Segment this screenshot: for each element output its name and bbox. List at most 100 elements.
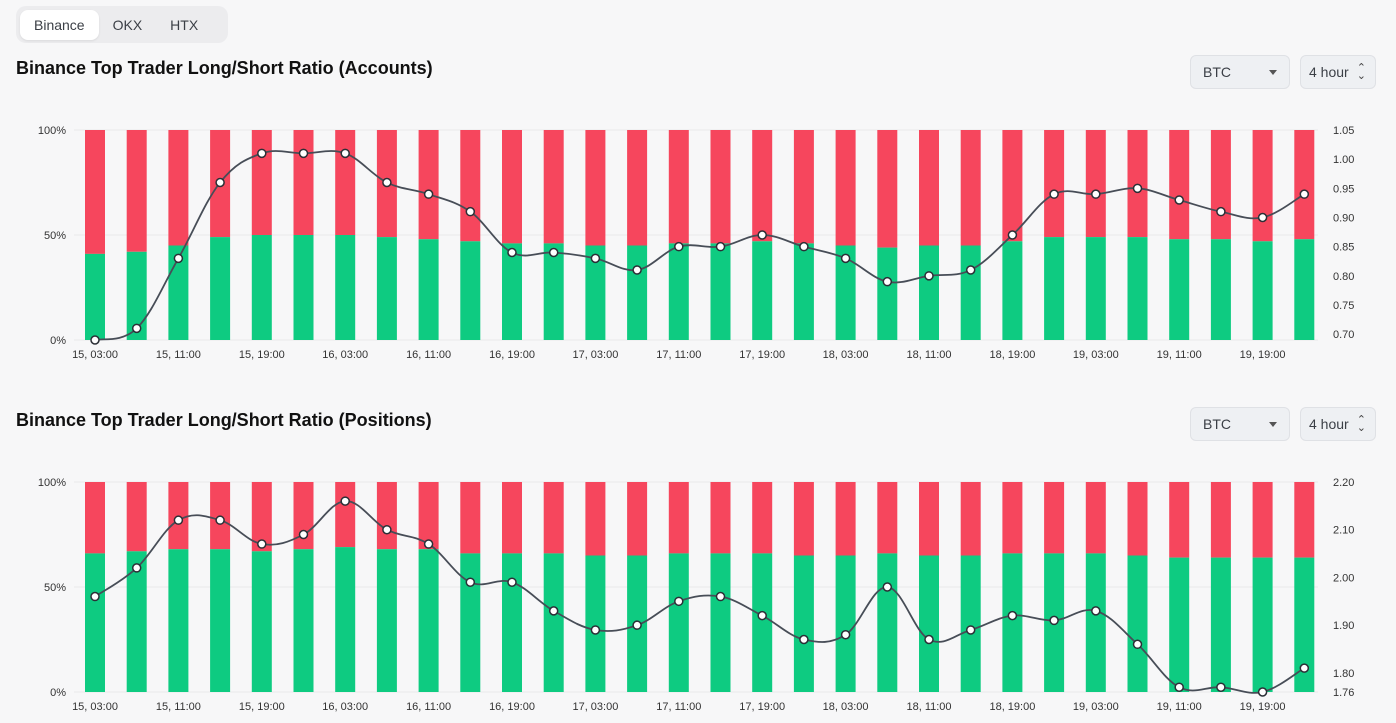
long-bar [877, 247, 898, 340]
x-axis-tick: 18, 11:00 [906, 349, 951, 361]
long-bar [960, 245, 981, 340]
long-bar [543, 553, 564, 692]
ratio-point [1132, 639, 1143, 650]
tab-htx[interactable]: HTX [170, 16, 199, 33]
x-axis-tick: 17, 19:00 [739, 349, 785, 361]
ratio-point [715, 241, 726, 252]
ratio-point [757, 230, 767, 240]
interval-select-value: 4 hour [1309, 416, 1349, 432]
short-bar [1044, 130, 1065, 238]
long-bar [335, 547, 356, 692]
tab-okx[interactable]: OKX [112, 16, 143, 33]
ratio-point [90, 591, 100, 602]
long-bar [1169, 557, 1190, 692]
ratio-point [799, 241, 809, 252]
x-axis-tick: 19, 11:00 [1157, 701, 1202, 713]
ratio-point [1091, 606, 1101, 616]
right-axis-tick: 0.70 [1333, 329, 1354, 341]
ratio-point [340, 496, 350, 506]
interval-select-accounts[interactable]: 4 hour ⌃ ⌄ [1300, 55, 1376, 89]
x-axis-tick: 17, 03:00 [572, 701, 618, 713]
long-bar [502, 553, 522, 692]
long-bar [960, 555, 981, 692]
right-axis-tick: 2.00 [1333, 572, 1354, 584]
symbol-select-value: BTC [1203, 64, 1231, 80]
x-axis-tick: 17, 03:00 [572, 349, 618, 361]
short-bar [835, 130, 856, 246]
x-axis-tick: 17, 11:00 [656, 701, 701, 713]
short-bar [668, 482, 689, 554]
symbol-select-positions[interactable]: BTC [1190, 407, 1290, 441]
short-bar [1252, 130, 1273, 242]
long-bar [85, 553, 105, 692]
x-axis-tick: 15, 19:00 [239, 349, 285, 361]
ratio-point [257, 148, 267, 159]
symbol-select-accounts[interactable]: BTC [1190, 55, 1290, 89]
x-axis-tick: 18, 19:00 [989, 701, 1035, 713]
interval-select-positions[interactable]: 4 hour ⌃ ⌄ [1300, 407, 1376, 441]
x-axis-tick: 19, 03:00 [1073, 349, 1119, 361]
ratio-point [173, 515, 184, 525]
ratio-point [507, 247, 517, 258]
long-bar [1294, 239, 1315, 340]
short-bar [85, 482, 105, 554]
long-bar [919, 245, 939, 340]
x-axis-tick: 18, 11:00 [906, 701, 951, 713]
ratio-point [1257, 687, 1268, 697]
up-down-chevron-icon: ⌃ ⌄ [1356, 62, 1366, 82]
right-axis-tick: 0.80 [1333, 271, 1354, 283]
ratio-point [924, 634, 934, 645]
long-bar [1252, 557, 1273, 692]
long-bar [585, 245, 606, 340]
long-bar [293, 235, 314, 340]
x-axis-tick: 17, 11:00 [656, 349, 701, 361]
short-bar [126, 482, 147, 552]
short-bar [460, 130, 481, 242]
short-bar [293, 130, 314, 235]
short-bar [1002, 482, 1023, 554]
ratio-point [1216, 682, 1226, 692]
long-bar [293, 549, 314, 692]
short-bar [1127, 130, 1148, 238]
tab-binance[interactable]: Binance [20, 9, 99, 40]
long-bar [1127, 237, 1148, 340]
short-bar [835, 482, 856, 556]
x-axis-tick: 16, 11:00 [406, 701, 451, 713]
left-axis-tick: 50% [44, 230, 66, 242]
long-bar [251, 235, 272, 340]
x-axis-tick: 18, 03:00 [823, 349, 869, 361]
long-bar [376, 549, 397, 692]
exchange-tabs: Binance OKX HTX [16, 6, 228, 43]
ratio-point [1132, 183, 1143, 194]
ratio-point [131, 563, 142, 573]
long-bar [1085, 553, 1106, 692]
long-bar [126, 251, 147, 340]
x-axis-tick: 19, 19:00 [1240, 349, 1286, 361]
x-axis-tick: 17, 19:00 [739, 701, 785, 713]
left-axis-tick: 100% [38, 125, 66, 137]
short-bar [793, 482, 814, 556]
right-axis-tick: 2.10 [1333, 525, 1354, 537]
ratio-point [1049, 189, 1059, 199]
long-bar [1210, 239, 1231, 340]
ratio-point [1049, 615, 1059, 626]
ratio-point [340, 148, 350, 159]
ratio-point [382, 177, 392, 188]
short-bar [710, 130, 731, 244]
ratio-point [131, 323, 142, 334]
long-bar [919, 555, 939, 692]
x-axis-tick: 15, 11:00 [156, 701, 201, 713]
short-bar [668, 130, 689, 244]
short-bar [877, 130, 898, 248]
ratio-point [799, 634, 809, 645]
ratio-point [1216, 206, 1226, 217]
caret-down-icon [1269, 69, 1277, 75]
x-axis-tick: 16, 11:00 [406, 349, 451, 361]
ratio-line [94, 150, 1305, 341]
ratio-point [840, 629, 851, 640]
short-bar [251, 482, 272, 552]
x-axis-tick: 19, 11:00 [1157, 349, 1202, 361]
short-bar [1169, 482, 1190, 558]
short-bar [585, 482, 606, 556]
